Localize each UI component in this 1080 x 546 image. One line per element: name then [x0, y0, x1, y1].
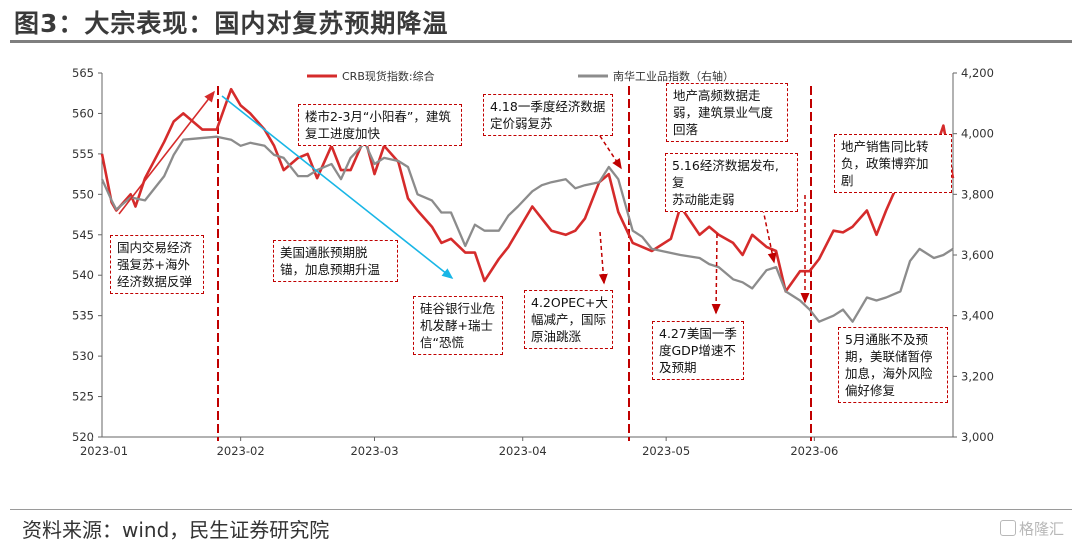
annotation-box: 地产销售同比转 负，政策博弈加 剧 — [834, 134, 952, 193]
y-left-tick-label: 530 — [72, 349, 94, 363]
x-tick-label: 2023-03 — [350, 444, 398, 458]
x-tick-label: 2023-05 — [642, 444, 690, 458]
x-tick-label: 2023-04 — [499, 444, 547, 458]
y-right-tick-label: 3,600 — [961, 248, 994, 262]
callout-arrow — [598, 231, 608, 285]
legend-label: CRB现货指数:综合 — [342, 69, 435, 83]
bottom-divider — [10, 509, 1072, 510]
legend-label: 南华工业品指数（右轴） — [613, 69, 734, 83]
y-left-tick-label: 560 — [72, 106, 94, 120]
y-left-tick-label: 540 — [72, 268, 94, 282]
y-left-tick-label: 565 — [72, 66, 94, 80]
callout-arrow — [759, 194, 777, 264]
annotation-box: 5.16经济数据发布,复 苏动能走弱 — [665, 153, 798, 212]
x-tick-label: 2023-01 — [80, 444, 128, 458]
annotation-box: 4.2OPEC+大 幅减产，国际 原油跳涨 — [524, 290, 613, 349]
trend-arrow-down — [221, 95, 454, 279]
y-left-tick-label: 545 — [72, 228, 94, 242]
y-left-tick-label: 555 — [72, 147, 94, 161]
watermark: 格隆汇 — [1000, 518, 1064, 539]
y-left-tick-label: 550 — [72, 187, 94, 201]
y-right-tick-label: 3,400 — [961, 309, 994, 323]
source-note: 资料来源：wind，民生证券研究院 — [22, 518, 330, 542]
callout-arrow — [599, 135, 622, 170]
annotation-box: 楼市2-3月“小阳春”，建筑 复工进度加快 — [298, 104, 462, 146]
annotation-box: 硅谷银行业危 机发酵+瑞士 信“恐慌 — [413, 296, 503, 355]
annotation-box: 5月通胀不及预 期，美联储暂停 加息，海外风险 偏好修复 — [838, 327, 948, 403]
watermark-text: 格隆汇 — [1019, 520, 1065, 538]
callout-arrow — [711, 233, 721, 315]
y-right-tick-label: 3,000 — [961, 430, 994, 444]
series-line-nanhua — [100, 135, 954, 323]
y-left-tick-label: 520 — [72, 430, 94, 444]
title-divider — [10, 40, 1072, 43]
page-title: 图3：大宗表现：国内对复苏预期降温 — [14, 9, 449, 38]
series-line-crb — [100, 87, 955, 293]
annotation-box: 4.27美国一季 度GDP增速不 及预期 — [652, 321, 744, 380]
x-tick-label: 2023-02 — [217, 444, 265, 458]
y-right-tick-label: 4,200 — [961, 66, 994, 80]
y-right-tick-label: 3,800 — [961, 187, 994, 201]
annotation-box: 国内交易经济 强复苏+海外 经济数据反弹 — [110, 235, 204, 294]
watermark-logo-icon — [1000, 520, 1016, 536]
y-right-tick-label: 3,200 — [961, 369, 994, 383]
annotation-box: 地产高频数据走 弱，建筑景业气度 回落 — [666, 83, 788, 142]
x-tick-label: 2023-06 — [790, 444, 838, 458]
annotation-box: 4.18一季度经济数据 定价弱复苏 — [483, 94, 613, 136]
annotation-box: 美国通胀预期脱 锚，加息预期升温 — [273, 240, 398, 282]
trend-arrow-up — [118, 90, 215, 215]
y-left-tick-label: 525 — [72, 390, 94, 404]
y-left-tick-label: 535 — [72, 309, 94, 323]
y-right-tick-label: 4,000 — [961, 127, 994, 141]
